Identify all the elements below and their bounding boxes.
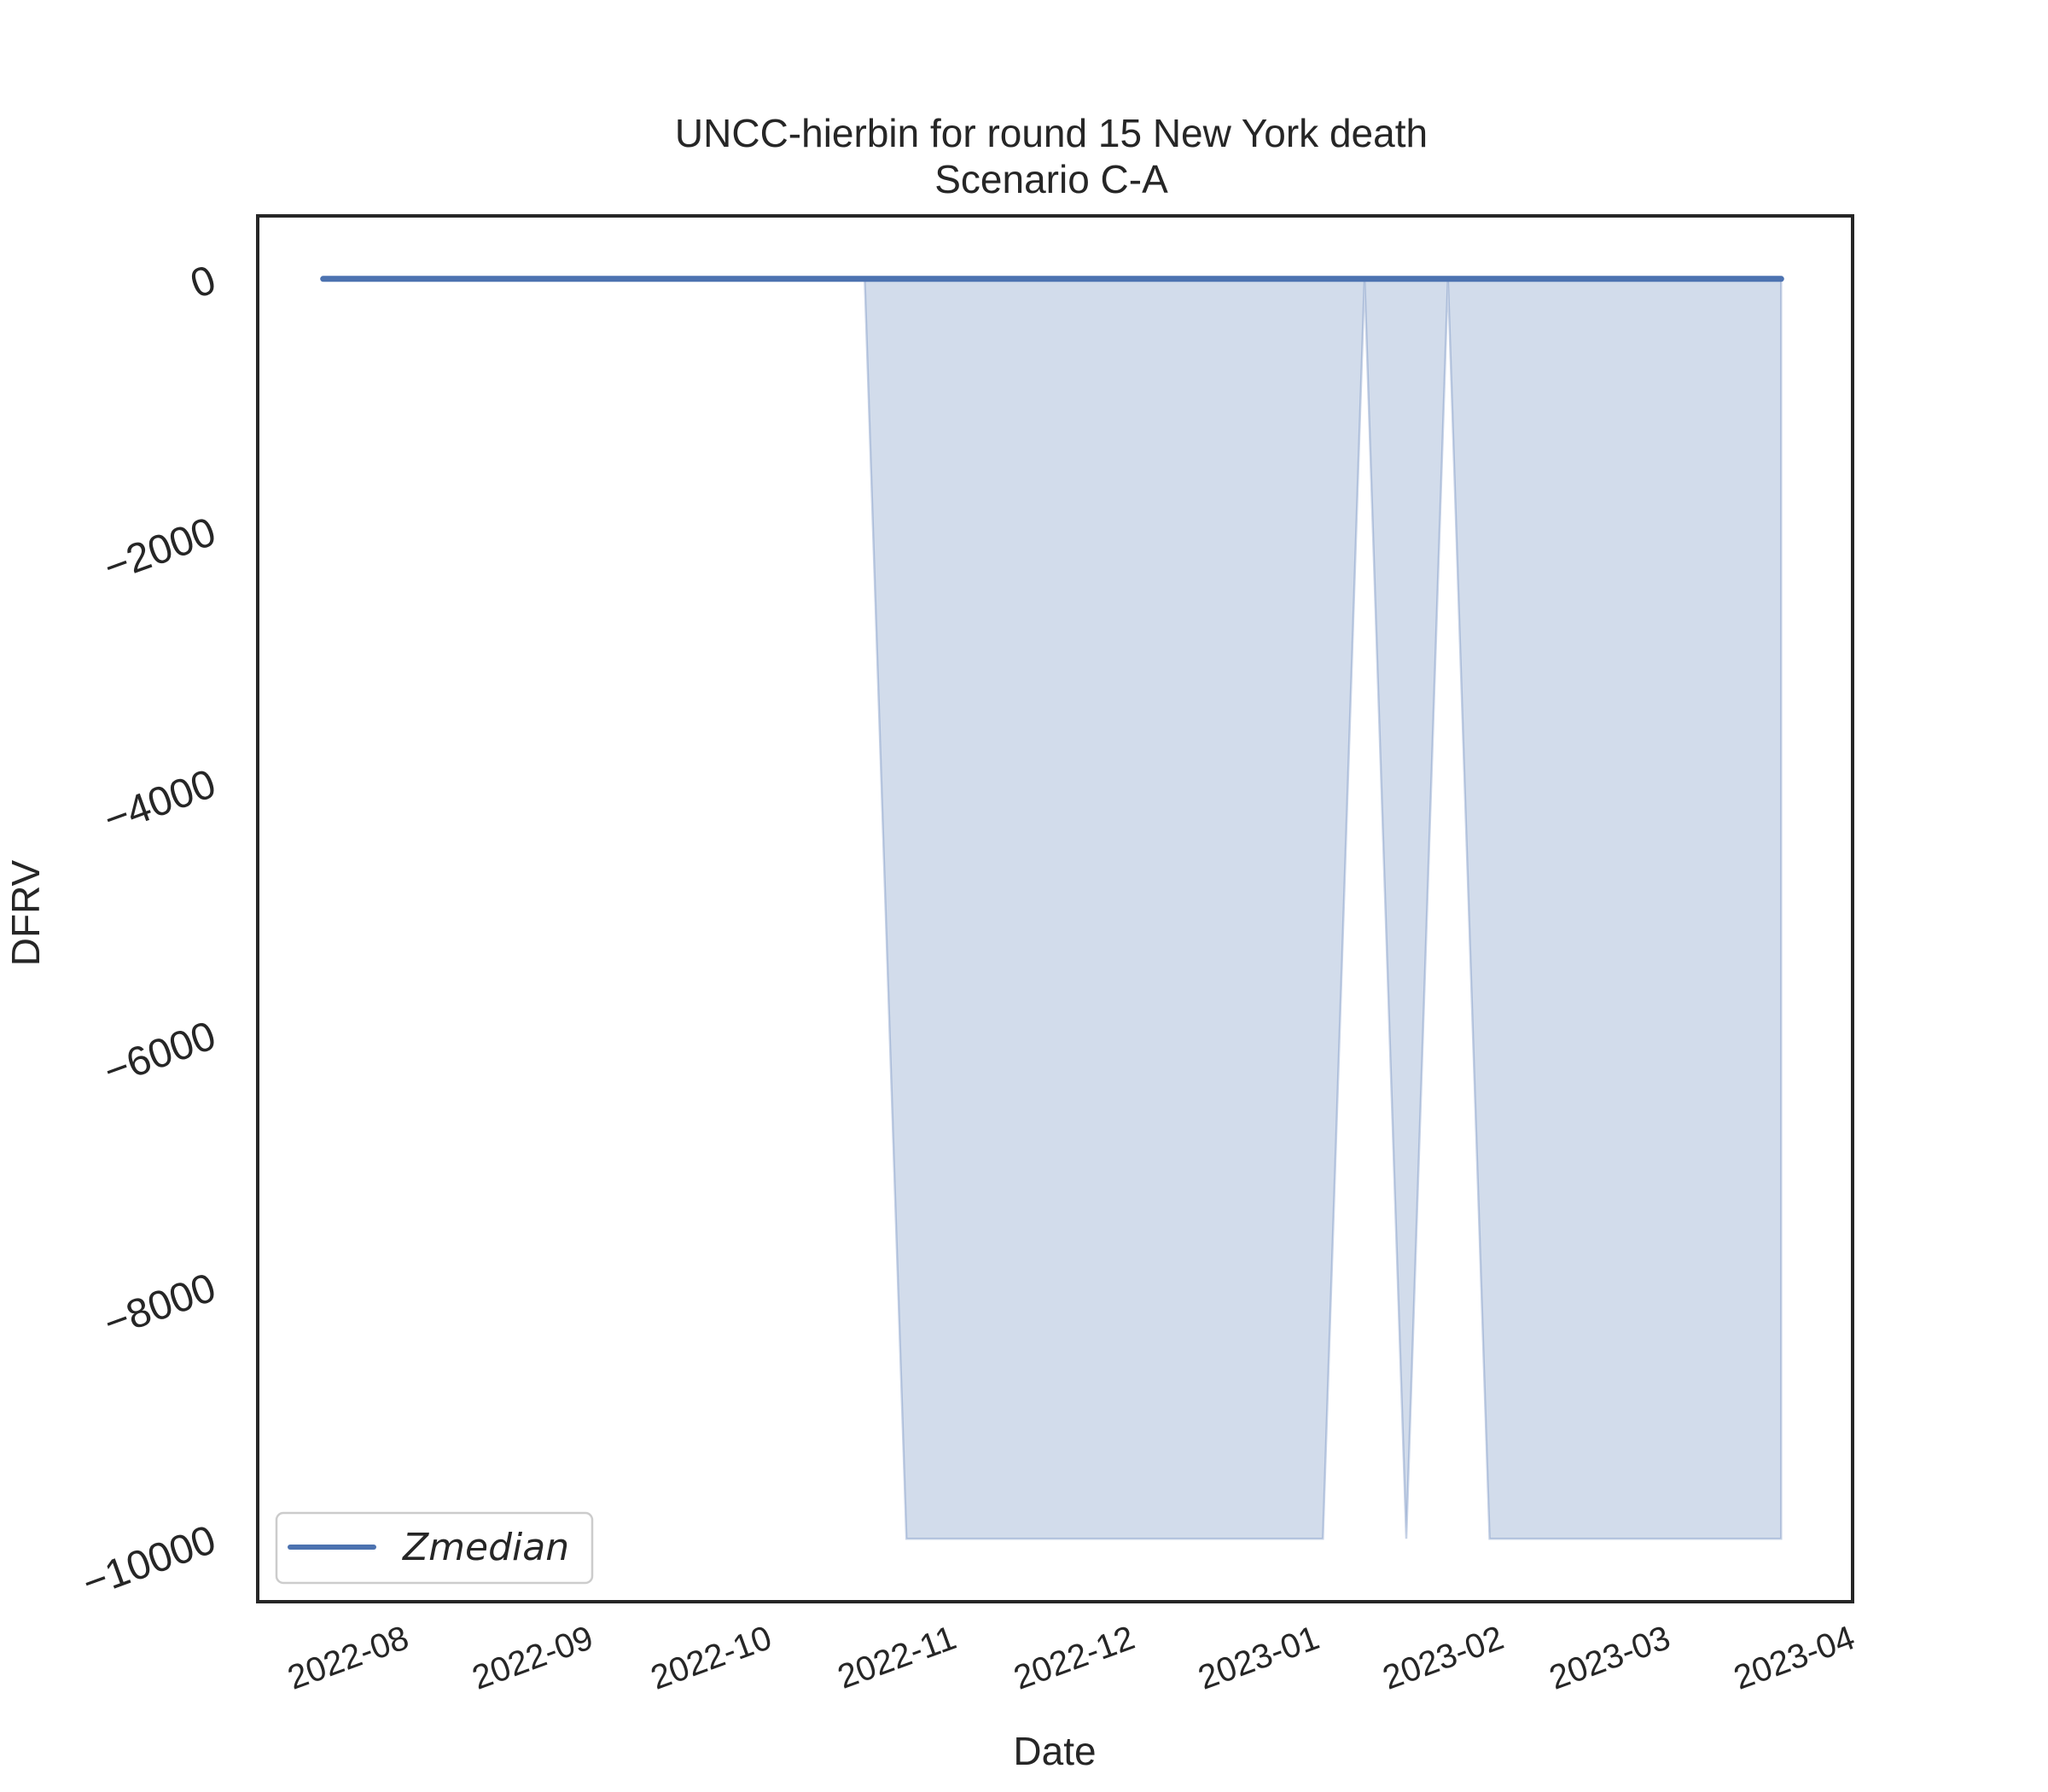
y-tick-label: 0 (185, 257, 222, 307)
y-axis-label: DFRV (3, 859, 48, 966)
y-tick-label: −10000 (77, 1517, 222, 1607)
legend-label: Zmedian (402, 1526, 569, 1569)
x-tick-label: 2022-08 (283, 1619, 414, 1697)
x-tick-label: 2022-10 (646, 1619, 777, 1697)
x-tick-label: 2023-02 (1378, 1619, 1509, 1697)
y-tick-label: −4000 (98, 761, 222, 843)
x-tick-labels: 2022-08 2022-09 2022-10 2022-11 2022-12 2023-… (283, 1619, 1860, 1697)
x-tick-label: 2022-12 (1009, 1619, 1139, 1697)
y-tick-labels: 0 −2000 −4000 −6000 −8000 −10000 (77, 257, 222, 1606)
x-axis-label: Date (1013, 1729, 1096, 1773)
chart-subtitle: Scenario C-A (934, 157, 1168, 201)
y-tick-label: −2000 (98, 509, 222, 591)
x-tick-label: 2022-09 (468, 1619, 598, 1697)
y-tick-label: −8000 (98, 1265, 222, 1347)
chart-title: UNCC-hierbin for round 15 New York death (675, 111, 1428, 155)
x-tick-label: 2022-11 (833, 1619, 961, 1696)
legend: Zmedian (275, 1511, 594, 1585)
y-tick-label: −6000 (98, 1013, 222, 1095)
x-tick-label: 2023-01 (1194, 1619, 1324, 1697)
x-tick-label: 2023-03 (1545, 1619, 1675, 1697)
x-tick-label: 2023-04 (1729, 1619, 1859, 1697)
plot-frame (256, 214, 1854, 1603)
legend-box (275, 1511, 594, 1585)
uncertainty-band (864, 277, 1783, 1540)
uncertainty-band-layer (864, 277, 1783, 1540)
